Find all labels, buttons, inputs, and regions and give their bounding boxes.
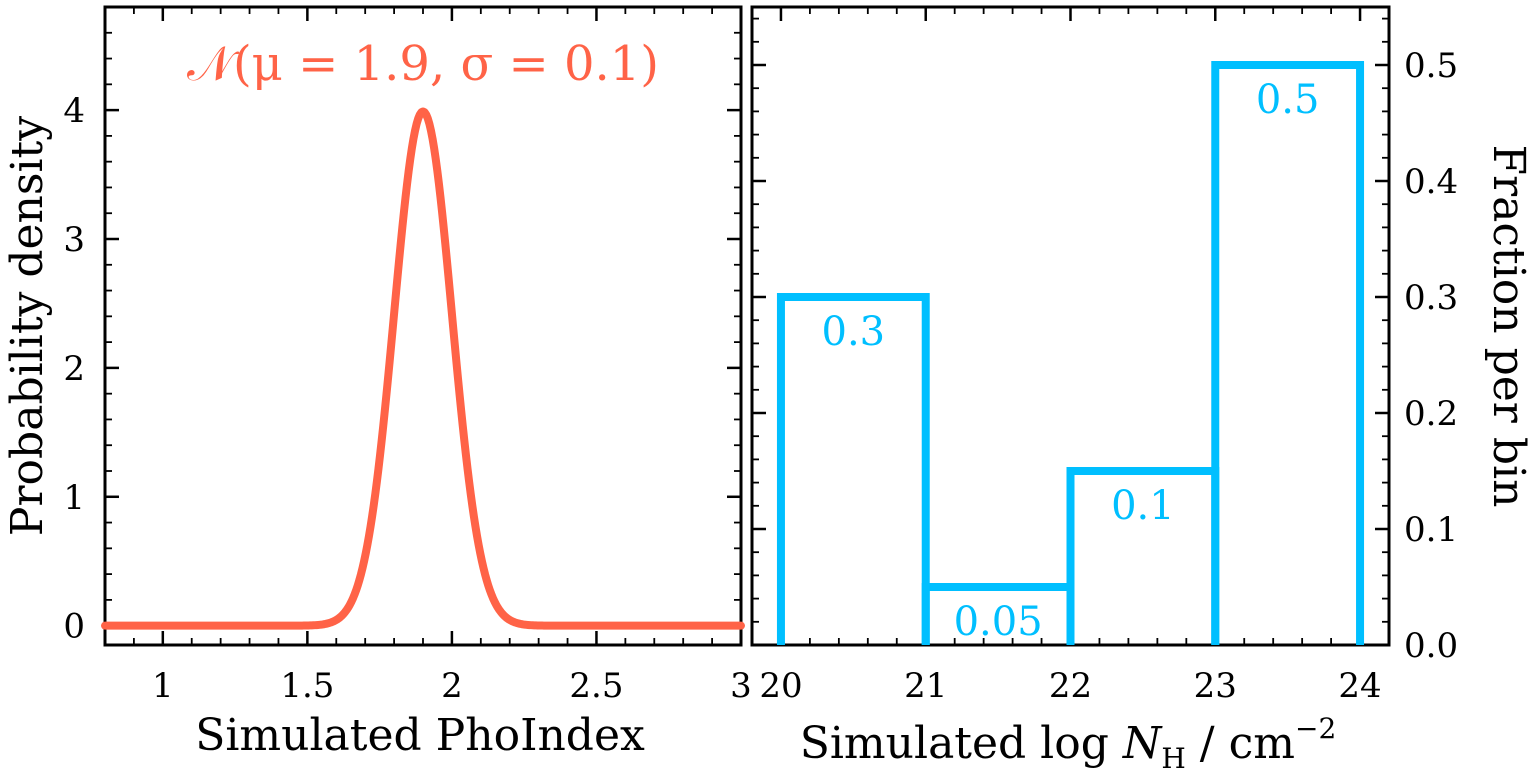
x-axis-label: Simulated PhoIndex	[195, 710, 645, 761]
right-panel: 20 21 22 23 240.00.10.20.30.40.5 0.30.050.10…	[750, 5, 1534, 775]
x-tick-label: 2	[441, 666, 463, 706]
fraction-tick-label: 0.5	[1404, 46, 1458, 86]
left-ticks	[104, 6, 743, 645]
nh-x-tick-label: 22	[1049, 666, 1092, 706]
bin-value-label-4: 0.5	[1256, 77, 1320, 123]
x-axis-label-sup: −2	[1295, 712, 1336, 745]
distribution-annotation: 𝒩(μ = 1.9, σ = 0.1)	[187, 36, 659, 92]
bin-value-label-2: 0.05	[954, 599, 1043, 645]
x-tick-label: 2.5	[569, 666, 623, 706]
fraction-tick-label: 0.4	[1404, 162, 1458, 202]
x-axis-label-var: N	[1122, 718, 1163, 769]
normal-pdf-curve	[101, 107, 745, 630]
histogram-bin-4	[1211, 61, 1365, 645]
fraction-tick-label: 0.1	[1404, 510, 1458, 550]
x-tick-label: 1.5	[280, 666, 334, 706]
left-tick-labels: 1 1.5 2 2.5 3 0 1 2 3 4	[63, 91, 751, 706]
nh-x-tick-label: 21	[904, 666, 947, 706]
nh-x-tick-label: 24	[1338, 666, 1381, 706]
y-tick-label: 2	[63, 349, 85, 389]
y-tick-label: 1	[63, 478, 85, 518]
fraction-tick-label: 0.0	[1404, 626, 1458, 666]
y-axis-label: Probability density	[2, 116, 53, 536]
histogram-bin-1	[776, 293, 930, 645]
nh-x-tick-label: 23	[1194, 666, 1237, 706]
y-tick-label: 3	[63, 220, 85, 260]
bin-value-label-3: 0.1	[1111, 483, 1175, 529]
fraction-tick-label: 0.2	[1404, 394, 1458, 434]
x-axis-label-prefix: Simulated log	[800, 718, 1123, 769]
nh-x-tick-label: 20	[759, 666, 802, 706]
bin-value-label-1: 0.3	[822, 309, 886, 355]
y-axis-label-fraction: Fraction per bin	[1483, 145, 1534, 508]
x-tick-label: 3	[730, 666, 752, 706]
x-axis-label-nh: Simulated log NH / cm−2	[800, 712, 1337, 775]
left-plot-frame	[103, 5, 743, 647]
y-tick-label: 0	[63, 607, 85, 647]
x-axis-label-sep: / cm	[1186, 718, 1295, 769]
x-tick-label: 1	[152, 666, 174, 706]
left-panel: 1 1.5 2 2.5 3 0 1 2 3 4 𝒩(μ = 1.9, σ = 0.1) Simul…	[2, 5, 752, 761]
histogram-bins: 0.3 0.05 0.1 0.5	[776, 61, 1365, 645]
y-tick-label: 4	[63, 91, 85, 131]
fraction-tick-label: 0.3	[1404, 278, 1458, 318]
right-tick-labels: 20 21 22 23 24 0.0 0.1 0.2 0.3 0.4 0.5	[759, 46, 1458, 706]
x-axis-label-sub: H	[1161, 742, 1185, 775]
